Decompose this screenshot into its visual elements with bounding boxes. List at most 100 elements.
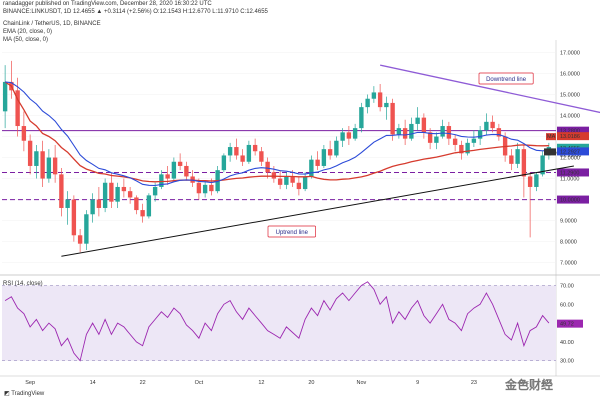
candle-body [34, 151, 39, 166]
candle-body [440, 126, 445, 137]
candle-body [490, 121, 495, 129]
rsi-last-label: 49.72 [560, 322, 574, 328]
publisher-line: ranadagger published on TradingView.com,… [3, 1, 212, 7]
candle-body [484, 121, 489, 131]
candle-body [471, 138, 477, 143]
downtrend-annotation-box [478, 72, 534, 85]
candle-body [534, 174, 539, 187]
rsi-last-bg [557, 319, 583, 328]
candle-body [202, 184, 208, 194]
candle-body [21, 126, 27, 141]
candle-body [259, 151, 264, 162]
tradingview-logo: ◩ TradingView [4, 390, 44, 397]
candle-body [321, 149, 327, 166]
level-label-bg [557, 195, 589, 204]
candle-body [452, 138, 458, 145]
candle-body [65, 199, 70, 208]
time-tick-label: 14 [90, 380, 96, 386]
candle-body [515, 149, 520, 164]
ema-tag: EMA [545, 149, 557, 155]
candle-body [540, 155, 545, 175]
candle-body [159, 174, 164, 187]
candle-body [71, 199, 77, 236]
candle-body [296, 182, 302, 190]
candle-body [221, 155, 227, 171]
candle-body [359, 107, 364, 129]
ema-legend: EMA (20, close, 0) [3, 29, 53, 35]
time-tick-label: Dec [519, 380, 529, 386]
time-tick-label: 20 [308, 380, 314, 386]
price-tick-label: 7.0000 [560, 261, 577, 267]
rsi-tick-label: 30.00 [560, 359, 574, 365]
tradingview-logo-icon: ◩ [4, 391, 12, 397]
candle-body [277, 178, 283, 185]
rsi-legend: RSI (14, close) [3, 281, 43, 287]
ma-tag: MA [547, 134, 556, 140]
candle-body [459, 144, 464, 154]
candle-body [227, 147, 233, 156]
candle-body [284, 176, 289, 185]
candle-body [377, 92, 383, 108]
candle-body [240, 155, 245, 162]
candle-body [90, 199, 95, 215]
candle-body [496, 128, 502, 137]
uptrend-annotation: Uptrend line [276, 230, 309, 236]
candle-body [446, 126, 452, 139]
time-tick-label: Nov [356, 380, 366, 386]
tradingview-logo-text: TradingView [11, 391, 45, 397]
time-tick-label: 9 [416, 380, 419, 386]
candle-body [140, 210, 145, 217]
downtrend-line [379, 64, 600, 114]
countdown-label: 07:29:39 [560, 153, 581, 159]
candle-body [527, 176, 533, 187]
candle-body [371, 92, 377, 99]
uptrend-annotation-box [267, 225, 316, 238]
candle-body [165, 174, 170, 179]
candle-body [309, 159, 314, 177]
candle-body [40, 151, 45, 179]
candle-body [390, 102, 395, 135]
candle-body [127, 191, 133, 198]
candle-body [396, 128, 402, 135]
candle-body [96, 199, 102, 208]
candle-body [121, 186, 127, 192]
candle-body [2, 81, 8, 112]
candle-body [134, 197, 139, 211]
candle-body [327, 149, 333, 156]
price-tick-label: 9.0000 [560, 219, 577, 225]
price-tick-label: 16.0000 [560, 72, 580, 78]
candle-body [146, 195, 152, 217]
ema-tag-bg [544, 148, 556, 156]
chart-title: ChainLink / TetherUS, 1D, BINANCE [3, 21, 101, 27]
candle-body [509, 155, 514, 164]
time-tick-label: 23 [471, 380, 477, 386]
rsi-band [2, 285, 556, 361]
candle-body [46, 157, 52, 179]
candle-body [109, 182, 114, 202]
time-tick-label: 14 [546, 380, 552, 386]
candle-body [334, 140, 339, 156]
candle-body [171, 161, 177, 179]
time-tick-label: Oct [195, 380, 204, 386]
candle-body [265, 161, 270, 173]
ema-value-label: 12.2927 [560, 149, 580, 155]
ma-tag-bg [546, 133, 556, 141]
candle-body [252, 144, 258, 152]
candle-body [52, 157, 58, 175]
level-label-bg [557, 126, 589, 135]
price-tick-label: 12.0000 [560, 156, 580, 162]
time-tick-label: Sep [25, 380, 35, 386]
rsi-line [4, 281, 550, 362]
rsi-tick-label: 70.00 [560, 284, 574, 290]
candle-body [315, 159, 320, 166]
ema-value-bg [557, 147, 589, 156]
ema20-line [5, 81, 549, 187]
candle-body [271, 172, 277, 179]
candle-body [427, 132, 433, 143]
candle-body [409, 123, 414, 139]
candle-body [434, 136, 439, 143]
ma-value-bg [557, 132, 589, 141]
candle-body [415, 117, 420, 124]
